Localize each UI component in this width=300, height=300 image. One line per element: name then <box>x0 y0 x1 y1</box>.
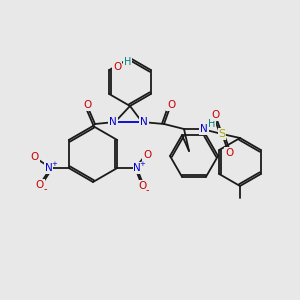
Text: O: O <box>138 181 146 191</box>
Text: N: N <box>134 163 141 173</box>
Text: N: N <box>45 163 52 173</box>
Text: O: O <box>36 180 44 190</box>
Text: N: N <box>140 117 148 127</box>
Text: H: H <box>124 57 131 67</box>
Text: O: O <box>113 62 121 72</box>
Text: +: + <box>139 161 145 167</box>
Text: O: O <box>143 150 152 160</box>
Text: S: S <box>218 129 226 139</box>
Text: H: H <box>208 119 216 129</box>
Text: -: - <box>146 185 149 195</box>
Text: O: O <box>167 100 175 110</box>
Text: N: N <box>200 124 208 134</box>
Text: O: O <box>225 148 233 158</box>
Text: N: N <box>109 117 117 127</box>
Text: -: - <box>44 184 47 194</box>
Text: O: O <box>83 100 91 110</box>
Text: O: O <box>211 110 219 120</box>
Text: O: O <box>31 152 39 162</box>
Text: +: + <box>51 161 57 167</box>
